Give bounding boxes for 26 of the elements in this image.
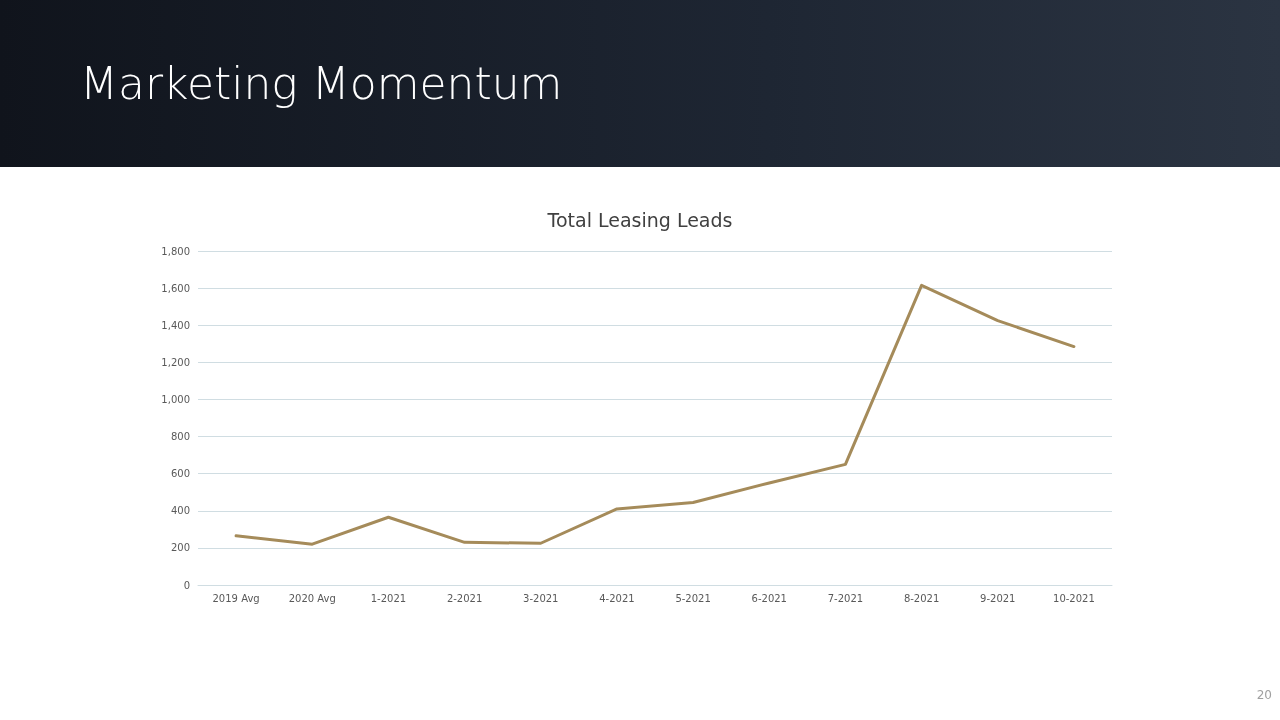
x-tick-label: 7-2021 — [827, 592, 864, 604]
y-tick-label: 600 — [170, 468, 190, 480]
y-tick-label: 1,000 — [161, 393, 190, 405]
y-tick-label: 200 — [170, 542, 190, 554]
x-tick-label: 2020 Avg — [288, 592, 336, 604]
y-tick-label: 400 — [170, 505, 190, 517]
text: 20 — [1256, 688, 1272, 702]
chart-subtitle: Total Leasing Leads — [546, 208, 733, 231]
x-tick-label: 1-2021 — [370, 592, 407, 604]
x-tick-label: 9-2021 — [980, 592, 1016, 604]
x-tick-label: 8-2021 — [903, 592, 940, 604]
x-tick-label: 6-2021 — [751, 592, 787, 604]
y-tick-label: 1,200 — [161, 356, 190, 368]
line-series — [234, 283, 1076, 546]
x-tick-label: 4-2021 — [599, 592, 635, 604]
y-tick-label: 0 — [183, 579, 190, 591]
x-tick-label: 2019 Avg — [212, 592, 260, 604]
x-tick-label: 5-2021 — [675, 592, 711, 604]
y-tick-label: 1,400 — [161, 319, 190, 331]
chart-title: Marketing Momentum — [80, 58, 563, 109]
y-tick-label: 1,800 — [161, 245, 190, 257]
y-tick-label: 800 — [170, 431, 190, 443]
x-tick-label: 3-2021 — [523, 592, 559, 604]
x-tick-label: 2-2021 — [446, 592, 483, 604]
y-tick-label: 1,600 — [161, 282, 190, 294]
x-tick-label: 10-2021 — [1053, 592, 1095, 604]
